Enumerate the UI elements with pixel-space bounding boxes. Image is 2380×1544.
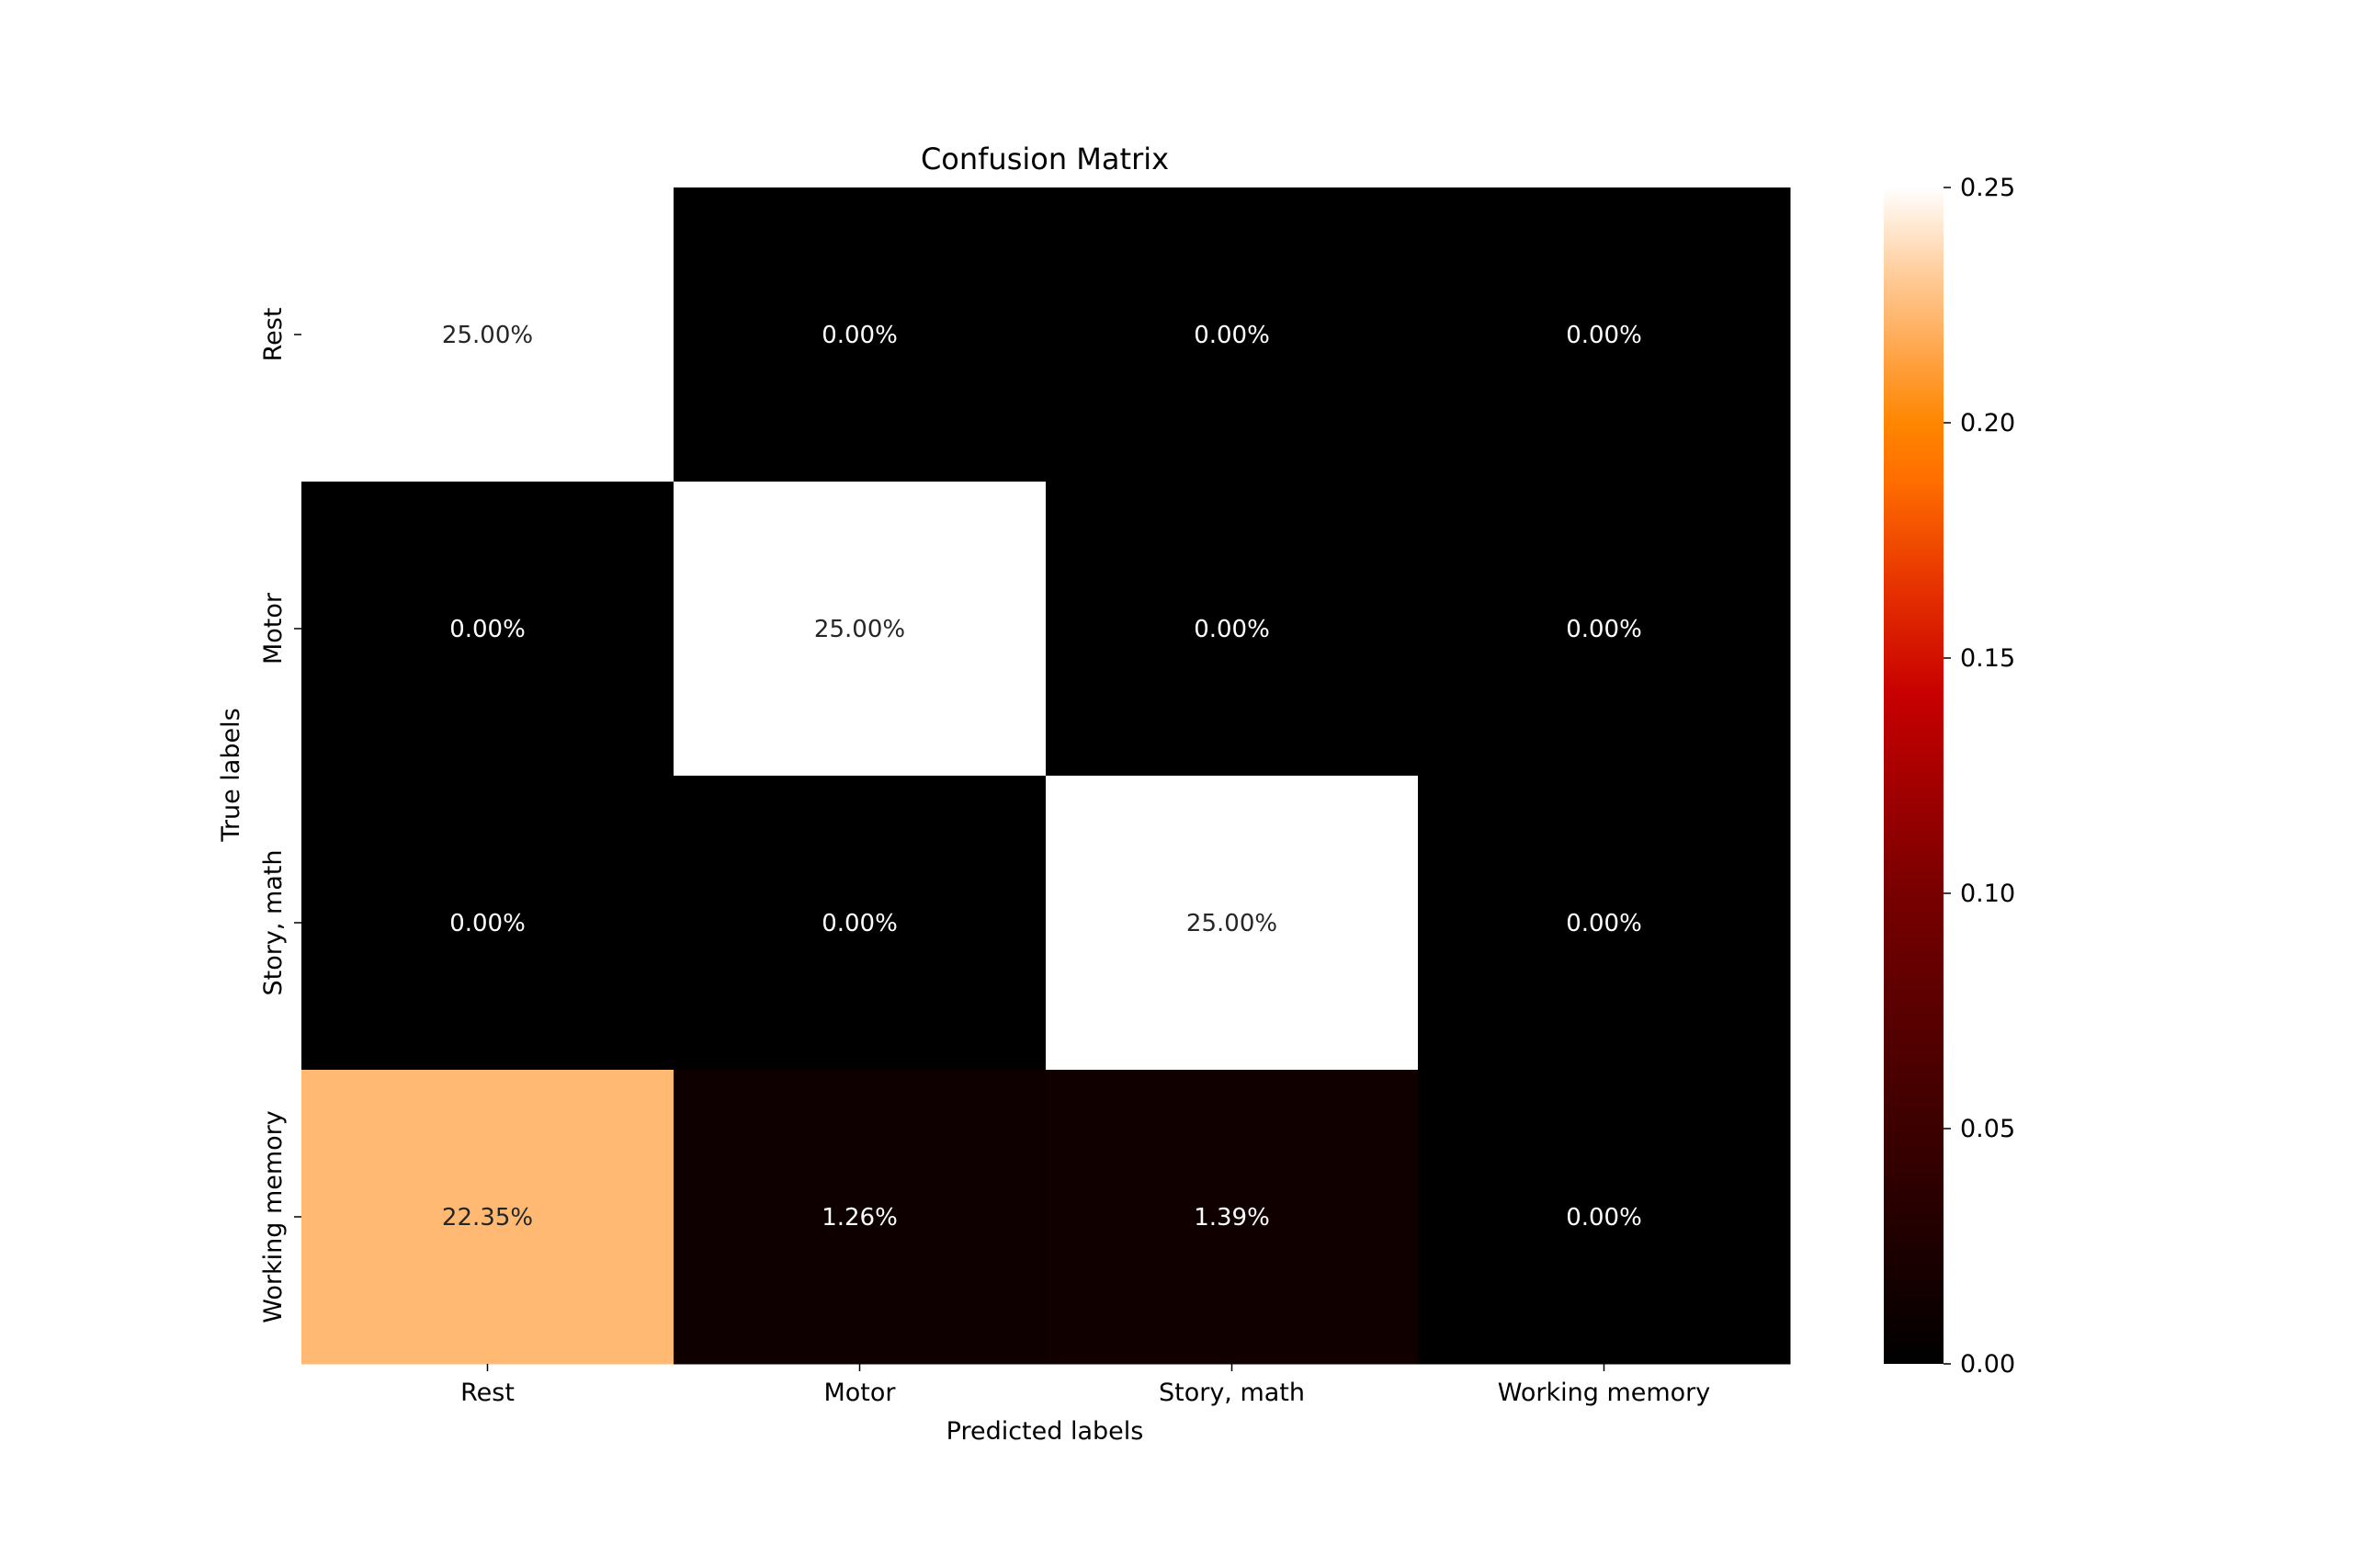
heatmap-cell <box>674 482 1047 777</box>
cell-value-label: 0.00% <box>822 910 898 937</box>
chart-title: Confusion Matrix <box>921 142 1169 176</box>
colorbar-tick-label: 0.25 <box>1960 174 2015 202</box>
heatmap-cell <box>1046 482 1419 777</box>
cell-value-label: 25.00% <box>814 616 905 643</box>
x-tick-label: Rest <box>460 1379 515 1407</box>
x-tick-label: Working memory <box>1498 1379 1711 1407</box>
heatmap-cell <box>301 1070 674 1365</box>
x-axis-label: Predicted labels <box>946 1417 1144 1446</box>
cell-value-label: 0.00% <box>822 322 898 349</box>
colorbar-tick-label: 0.20 <box>1960 409 2015 437</box>
cell-value-label: 1.26% <box>822 1204 898 1232</box>
heatmap-cell <box>674 776 1047 1071</box>
heatmap-cell <box>1046 776 1419 1071</box>
cell-value-label: 0.00% <box>1194 616 1270 643</box>
colorbar-tick-label: 0.00 <box>1960 1350 2015 1379</box>
heatmap-cell <box>1418 1070 1791 1365</box>
heatmap-cell <box>674 1070 1047 1365</box>
y-tick-label: Story, math <box>259 849 288 995</box>
cell-value-label: 0.00% <box>449 616 526 643</box>
heatmap-cell <box>1046 1070 1419 1365</box>
heatmap-cell <box>674 187 1047 482</box>
cell-value-label: 0.00% <box>1566 322 1642 349</box>
x-tick-label: Story, math <box>1159 1379 1305 1407</box>
cell-value-label: 25.00% <box>442 322 533 349</box>
cell-value-label: 25.00% <box>1186 910 1277 937</box>
heatmap-cell <box>301 482 674 777</box>
heatmap-cell <box>1046 187 1419 482</box>
heatmap-cell <box>1418 187 1791 482</box>
y-axis-label: True labels <box>217 708 245 842</box>
colorbar-tick-label: 0.05 <box>1960 1115 2015 1143</box>
heatmap-cell <box>1418 482 1791 777</box>
cell-value-label: 0.00% <box>449 910 526 937</box>
y-axis: Rest Motor Story, math Working memory <box>259 308 301 1323</box>
y-tick-label: Working memory <box>259 1110 288 1323</box>
colorbar <box>1884 187 1944 1364</box>
colorbar-tick-label: 0.15 <box>1960 644 2015 673</box>
cell-value-label: 0.00% <box>1566 910 1642 937</box>
cell-value-label: 0.00% <box>1566 1204 1642 1232</box>
colorbar-ticks: 0.00 0.05 0.10 0.15 0.20 0.25 <box>1944 174 2015 1379</box>
y-tick-label: Motor <box>259 592 288 664</box>
colorbar-tick-label: 0.10 <box>1960 880 2015 908</box>
heatmap-cell-labels: 25.00% 0.00% 0.00% 0.00% 0.00% 25.00% 0.00% 0.0… <box>442 322 1642 1232</box>
y-tick-label: Rest <box>259 308 288 362</box>
heatmap-cell <box>1418 776 1791 1071</box>
x-axis: Rest Motor Story, math Working memory <box>460 1364 1710 1407</box>
heatmap-cells <box>301 187 1791 1365</box>
heatmap-cell <box>301 187 674 482</box>
cell-value-label: 1.39% <box>1194 1204 1270 1232</box>
cell-value-label: 22.35% <box>442 1204 533 1232</box>
cell-value-label: 0.00% <box>1566 616 1642 643</box>
x-tick-label: Motor <box>823 1379 896 1407</box>
cell-value-label: 0.00% <box>1194 322 1270 349</box>
heatmap-cell <box>301 776 674 1071</box>
